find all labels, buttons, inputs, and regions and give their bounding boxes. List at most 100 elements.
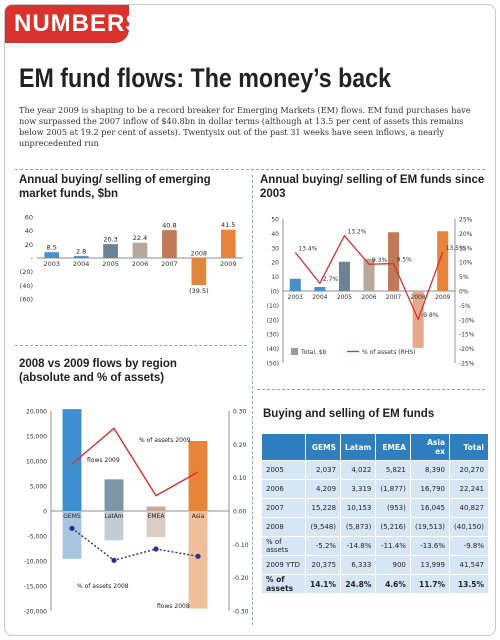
chart3-x-tick: GEMS	[63, 513, 81, 520]
chart2-right-tick: -10%	[459, 317, 475, 324]
chart2-right-tick: 25%	[459, 217, 473, 224]
table-column-header	[260, 433, 307, 461]
chart3-right-tick: 0.00	[233, 509, 247, 516]
chart1-annual-flows: 604020-(20)(40)(60)8.520032.8200420.3200…	[20, 214, 475, 616]
chart1-y-tick: (60)	[20, 296, 33, 304]
table-cell: (5,216)	[375, 517, 411, 537]
chart1-bar-label: 8.5	[47, 244, 57, 252]
chart3-bar-2008	[62, 511, 82, 559]
table-column-header: GEMS	[305, 433, 342, 461]
chart3-annot-flows-2008: flows 2008	[157, 603, 190, 610]
table-row-label: 2006	[260, 479, 307, 499]
chart2-left-tick: (50)	[267, 361, 279, 368]
chart3-left-tick: 5,000	[30, 484, 47, 491]
table-cell: 2,037	[305, 460, 342, 480]
table-cell: 6,333	[340, 555, 377, 575]
chart1-bar-label: (39.5)	[189, 287, 209, 295]
chart2-left-tick: (0)	[271, 289, 280, 296]
chart2-right-tick: -20%	[459, 346, 475, 353]
chart1-y-tick: (40)	[20, 282, 33, 290]
chart1-y-tick: -	[31, 255, 34, 263]
chart3-bar-2008	[146, 511, 166, 538]
chart3-left-tick: -10,000	[24, 559, 47, 566]
table-cell: (40,150)	[449, 517, 489, 537]
table-cell: 3,319	[340, 479, 377, 499]
section-tab: NUMBERS	[5, 5, 141, 43]
chart2-line-label: 13.5%	[446, 245, 465, 252]
table-cell: 4,209	[305, 479, 342, 499]
table-cell: 5,821	[375, 460, 411, 480]
chart3-right-tick: 0.10	[233, 475, 247, 482]
chart1-bar	[220, 229, 236, 258]
table-cell: -13.6%	[409, 536, 451, 556]
chart2-line-label: 9.3%	[372, 257, 388, 264]
table-column-header: EMEA	[375, 433, 411, 461]
chart2-pct-line	[294, 234, 444, 321]
table-header-row: GEMS Latam EMEA Asia ex Total	[260, 433, 489, 461]
chart2-legend-line: % of assets (RHS)	[362, 349, 415, 356]
chart3-left-tick: -15,000	[24, 584, 47, 591]
headline: EM fund flows: The money’s back	[19, 63, 392, 93]
chart1-title: Annual buying/ selling of emerging marke…	[19, 174, 211, 200]
chart2-right-tick: -25%	[459, 361, 475, 368]
table-column-header: Asia ex	[409, 433, 451, 461]
chart2-left-tick: 20	[271, 260, 279, 267]
chart3-right-tick: 0.30	[233, 409, 247, 416]
table-cell: 10,153	[340, 498, 377, 518]
chart2-line-label: -9.8%	[421, 312, 439, 319]
table-cell: 13.5%	[449, 574, 489, 594]
chart2-left-tick: 10	[271, 274, 279, 281]
chart3-bar-2009	[146, 506, 166, 511]
chart1-y-tick: (20)	[20, 268, 33, 276]
table-cell: 24.8%	[340, 574, 377, 594]
table-row: 2007 15,228 10,153 (953) 16,045 40,827	[260, 498, 489, 518]
chart3-left-tick: 15,000	[26, 434, 47, 441]
table-cell: -9.8%	[449, 536, 489, 556]
chart3-right-tick: 0.20	[233, 442, 247, 449]
chart3-annot-pct-2009: % of assets 2009	[139, 437, 191, 444]
table-row: % of assets -5.2% -14.8% -11.4% -13.6% -9.8%	[260, 536, 489, 556]
chart1-bar-label: 22.4	[133, 234, 147, 242]
chart1-y-tick: 60	[25, 214, 33, 222]
chart3-bar-2009	[104, 479, 124, 511]
chart3-x-tick: EMEA	[148, 513, 166, 520]
chart3-bar-2009	[188, 441, 208, 511]
chart2-left-tick: (10)	[267, 303, 279, 310]
chart1-bar	[162, 230, 177, 258]
chart1-x-tick: 2004	[73, 260, 90, 268]
table-cell: 14.1%	[305, 574, 342, 594]
table-cell: 41,547	[449, 555, 489, 575]
chart3-right-tick: -0.20	[233, 575, 249, 582]
chart3-title: 2008 vs 2009 flows by region (absolute a…	[19, 358, 177, 384]
chart3-bar-2008	[188, 511, 208, 609]
table-row: 2006 4,209 3,319 (1,877) 16,790 22,241	[260, 479, 489, 499]
chart2-bar	[289, 278, 301, 291]
chart3-left-tick: 0	[43, 509, 47, 516]
chart3-left-tick: -5,000	[28, 534, 48, 541]
em-funds-table: GEMS Latam EMEA Asia ex Total 2005 2,037 4,022…	[260, 433, 489, 594]
table-row-label: % of assets	[260, 574, 307, 594]
chart2-line-label: 2.7%	[323, 276, 339, 283]
chart1-x-tick: 2005	[102, 260, 119, 268]
chart2-x-tick: 2007	[386, 294, 401, 301]
chart2-x-tick: 2006	[361, 294, 376, 301]
table-cell: 20,375	[305, 555, 342, 575]
chart2-left-tick: 30	[271, 245, 279, 252]
chart3-left-tick: -20,000	[24, 609, 47, 616]
chart2-bar	[314, 286, 326, 291]
table-cell: 16,790	[409, 479, 451, 499]
chart3-pct-2009-line	[71, 427, 199, 497]
chart2-line-label: 13.4%	[298, 245, 317, 252]
chart2-legend-bars: Total, $b	[300, 349, 327, 356]
chart1-bar-label: 41.5	[221, 221, 235, 229]
table-cell: 900	[375, 555, 411, 575]
chart2-left-tick: (40)	[267, 346, 279, 353]
table-cell: (9,548)	[305, 517, 342, 537]
chart1-bar	[103, 244, 118, 258]
divider-top	[15, 169, 485, 170]
table-row: 2009 YTD 20,375 6,333 900 13,999 41,547	[260, 555, 489, 575]
chart1-bar	[44, 252, 60, 258]
chart1-x-tick: 2008	[191, 250, 208, 258]
chart3-right-tick: -0.10	[233, 542, 249, 549]
chart2-x-tick: 2004	[312, 294, 327, 301]
